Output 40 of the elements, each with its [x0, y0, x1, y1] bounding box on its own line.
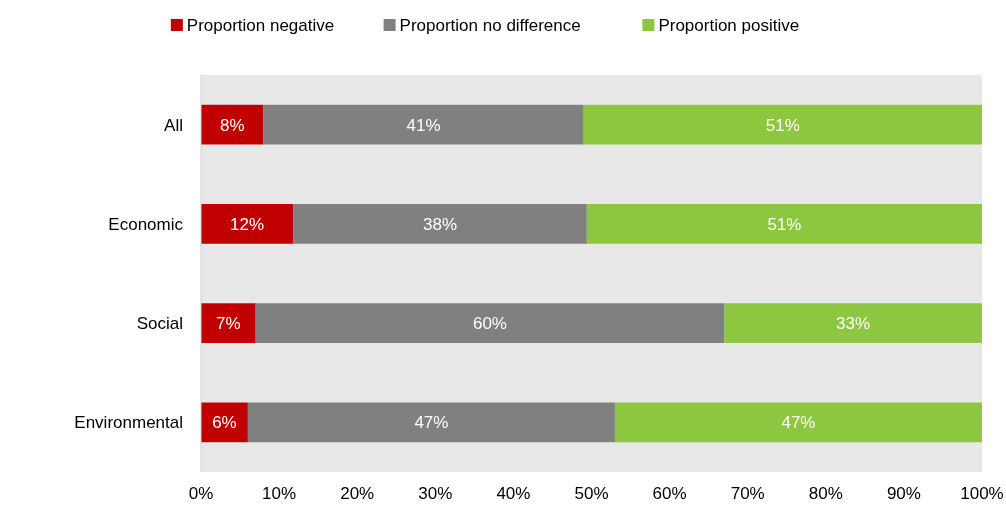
x-tick-label: 30%	[418, 484, 453, 503]
data-label: 38%	[422, 214, 457, 234]
data-label: 51%	[765, 115, 800, 135]
legend-label: Proportion positive	[658, 15, 800, 35]
x-tick-label: 90%	[886, 484, 921, 503]
x-tick-label: 0%	[188, 484, 214, 503]
data-label: 33%	[836, 314, 871, 334]
bar	[263, 104, 584, 145]
x-tick-label: 40%	[496, 484, 531, 503]
legend-label: Proportion negative	[186, 15, 335, 35]
bar	[201, 303, 256, 343]
x-tick-label: 20%	[340, 484, 375, 503]
bar	[255, 303, 725, 343]
legend-label: Proportion no difference	[399, 15, 581, 35]
data-label: 51%	[767, 214, 802, 234]
y-tick-label: Social	[136, 314, 183, 334]
x-tick-label: 60%	[652, 484, 687, 503]
y-tick-label: All	[164, 115, 183, 135]
y-tick-label: Environmental	[74, 413, 183, 433]
bar	[724, 303, 982, 343]
x-tick-label: 10%	[262, 484, 297, 503]
x-tick-label: 50%	[574, 484, 609, 503]
x-tick-label: 80%	[808, 484, 843, 503]
data-label: 6%	[212, 413, 237, 433]
bar	[293, 204, 587, 244]
data-label: 47%	[414, 413, 449, 433]
x-tick-label: 70%	[730, 484, 765, 503]
bar	[614, 402, 982, 443]
data-label: 47%	[781, 413, 816, 433]
data-label: 60%	[472, 314, 507, 334]
x-tick-label: 100%	[960, 484, 1004, 503]
data-label: 7%	[216, 314, 241, 334]
bar	[247, 402, 615, 443]
data-label: 41%	[406, 115, 441, 135]
bar	[583, 104, 982, 145]
data-label: 12%	[230, 214, 265, 234]
data-label: 8%	[219, 115, 245, 135]
y-tick-label: Economic	[108, 214, 184, 234]
bar	[201, 204, 294, 244]
bar	[586, 204, 982, 244]
